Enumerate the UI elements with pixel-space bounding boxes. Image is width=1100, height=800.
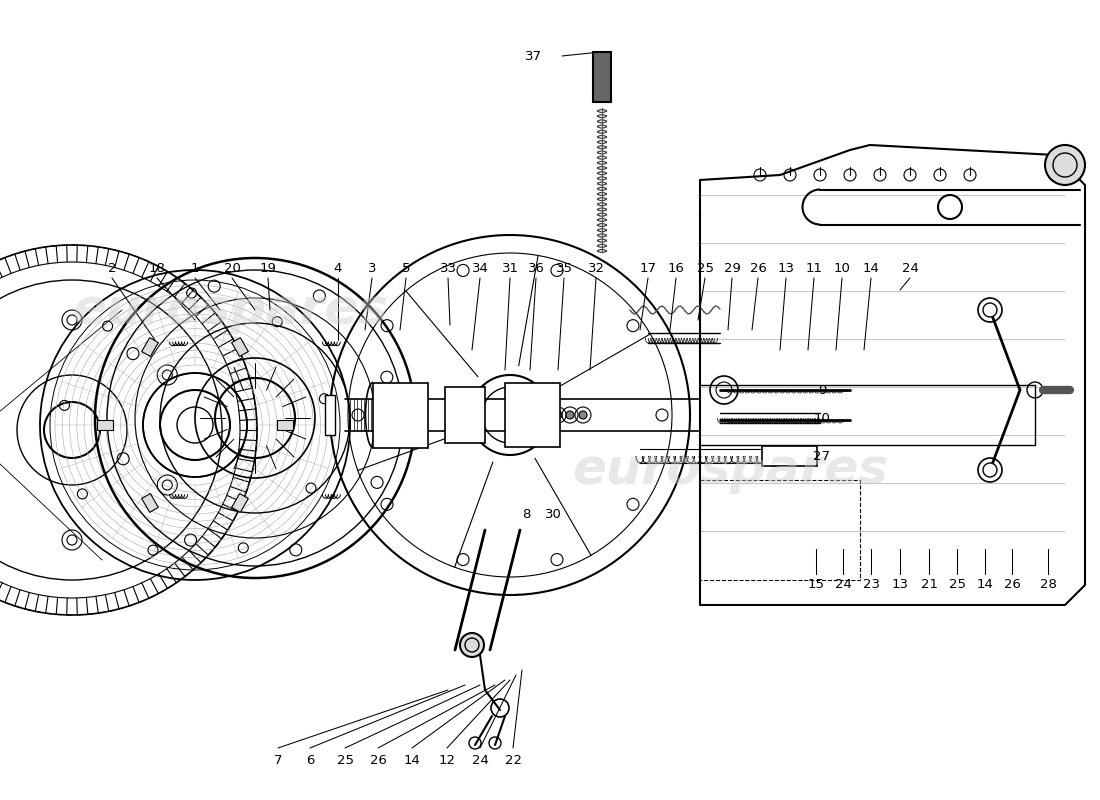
Text: 7: 7: [274, 754, 283, 766]
Text: 22: 22: [505, 754, 521, 766]
Circle shape: [983, 463, 997, 477]
Text: 17: 17: [639, 262, 657, 274]
Text: 24: 24: [835, 578, 851, 590]
Text: 13: 13: [778, 262, 794, 274]
Bar: [142, 338, 158, 357]
Bar: [277, 420, 293, 430]
Bar: [232, 494, 249, 512]
Text: 29: 29: [724, 262, 740, 274]
Text: 3: 3: [367, 262, 376, 274]
Text: eurospares: eurospares: [572, 446, 888, 494]
Text: 9: 9: [817, 383, 826, 397]
Bar: [324, 395, 336, 435]
Text: 14: 14: [977, 578, 993, 590]
Text: 23: 23: [862, 578, 880, 590]
Bar: [505, 383, 560, 447]
Text: 16: 16: [668, 262, 684, 274]
Text: 24: 24: [472, 754, 488, 766]
Text: 8: 8: [521, 507, 530, 521]
Text: 14: 14: [404, 754, 420, 766]
Text: 36: 36: [528, 262, 544, 274]
Text: 28: 28: [1040, 578, 1056, 590]
Text: 4: 4: [333, 262, 342, 274]
Text: 15: 15: [807, 578, 825, 590]
Circle shape: [460, 633, 484, 657]
Bar: [446, 387, 485, 443]
Bar: [232, 338, 249, 357]
Text: 25: 25: [948, 578, 966, 590]
Text: 12: 12: [439, 754, 455, 766]
Text: 2: 2: [108, 262, 117, 274]
Text: 31: 31: [502, 262, 518, 274]
Text: eurospares: eurospares: [72, 286, 388, 334]
Text: 33: 33: [440, 262, 456, 274]
Circle shape: [579, 411, 587, 419]
Circle shape: [1045, 145, 1085, 185]
Bar: [373, 383, 428, 448]
Circle shape: [541, 411, 549, 419]
Text: 11: 11: [805, 262, 823, 274]
Text: 24: 24: [902, 262, 918, 274]
Bar: [97, 420, 113, 430]
Text: 30: 30: [544, 507, 561, 521]
Text: 32: 32: [587, 262, 605, 274]
Text: 18: 18: [148, 262, 165, 274]
Text: 37: 37: [525, 50, 542, 62]
Bar: [593, 52, 611, 102]
Circle shape: [566, 411, 574, 419]
Bar: [700, 480, 860, 580]
Text: 21: 21: [921, 578, 937, 590]
Text: 10: 10: [814, 411, 830, 425]
Text: 20: 20: [223, 262, 241, 274]
Text: 35: 35: [556, 262, 572, 274]
Text: 26: 26: [749, 262, 767, 274]
Text: 14: 14: [862, 262, 879, 274]
Text: 34: 34: [472, 262, 488, 274]
Bar: [762, 446, 817, 466]
Text: 25: 25: [696, 262, 714, 274]
Text: 10: 10: [834, 262, 850, 274]
Text: 13: 13: [891, 578, 909, 590]
Text: 27: 27: [814, 450, 830, 462]
Text: 26: 26: [1003, 578, 1021, 590]
Text: 1: 1: [190, 262, 199, 274]
Text: 5: 5: [402, 262, 410, 274]
Text: 6: 6: [306, 754, 315, 766]
Circle shape: [554, 411, 562, 419]
Text: 19: 19: [260, 262, 276, 274]
Circle shape: [983, 303, 997, 317]
Text: 26: 26: [370, 754, 386, 766]
Bar: [142, 494, 158, 512]
Text: 25: 25: [337, 754, 353, 766]
